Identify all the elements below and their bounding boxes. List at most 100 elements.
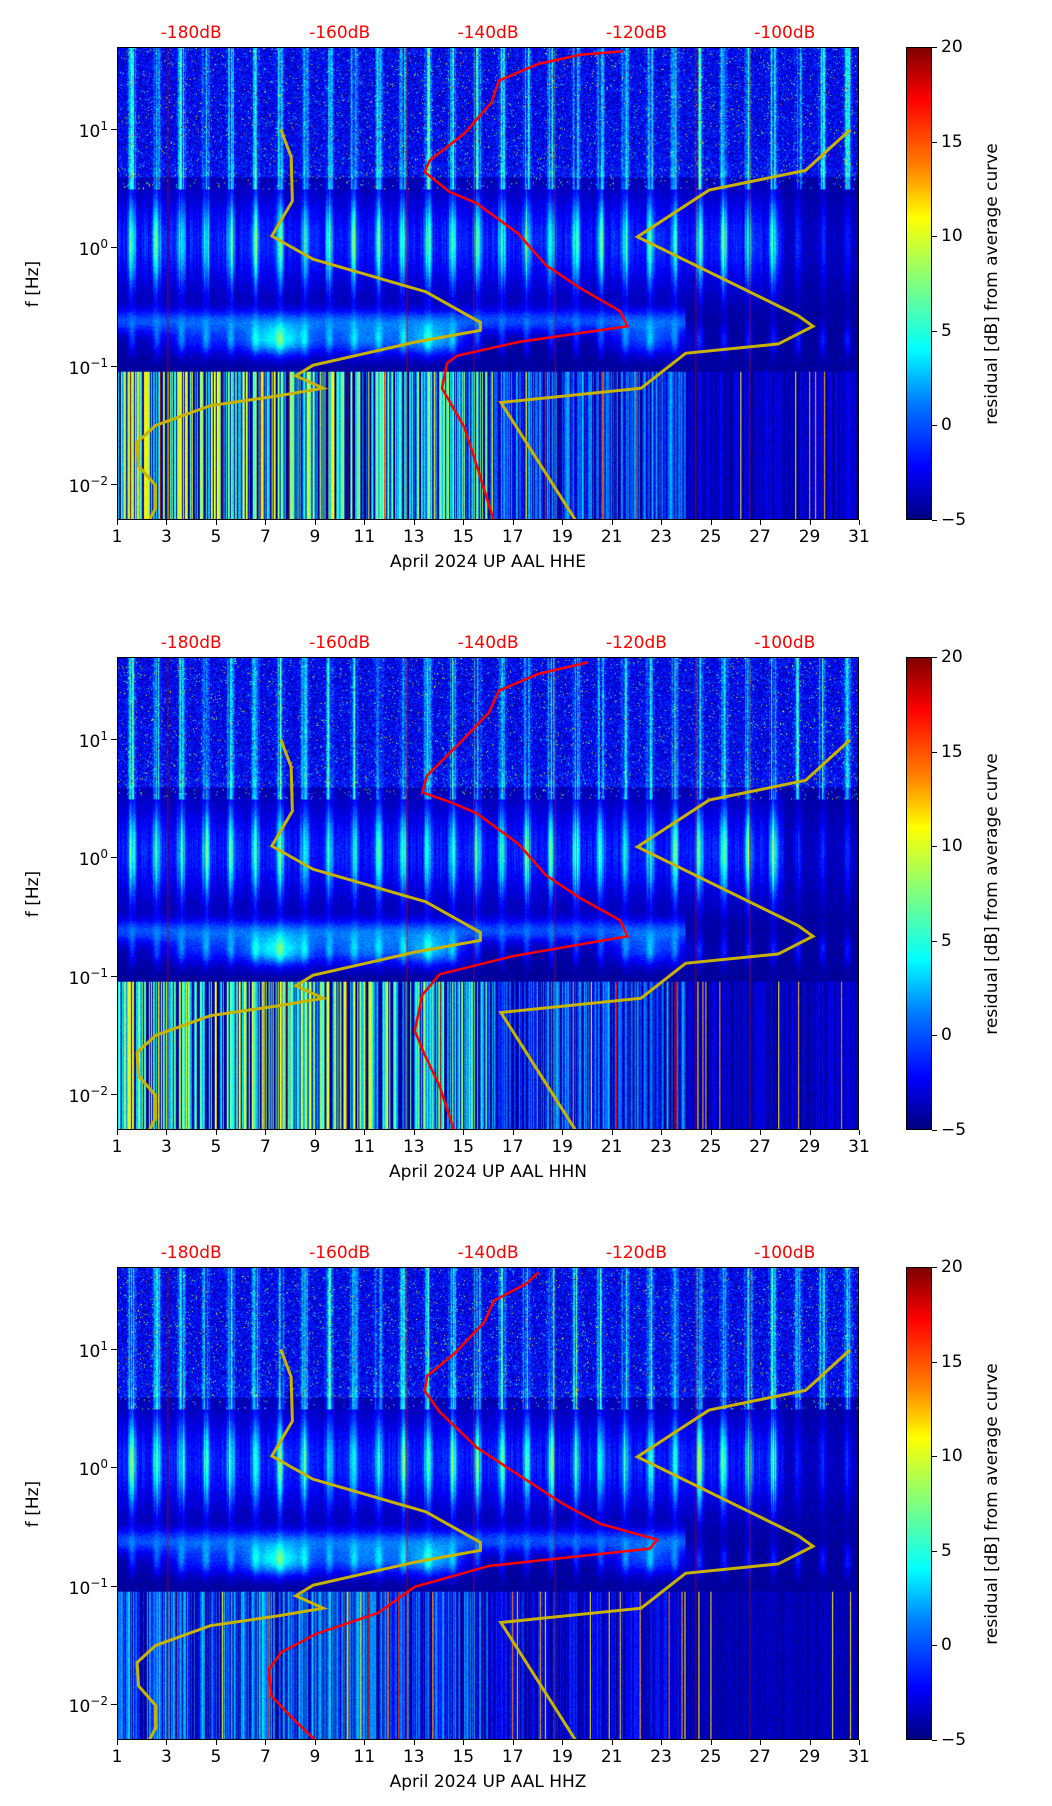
y-tick-label: 101 <box>78 118 108 142</box>
y-tick-mark <box>111 1585 117 1587</box>
colorbar-tick-mark <box>932 141 937 143</box>
x-tick-label: 31 <box>848 1137 870 1157</box>
x-tick-mark <box>859 1740 860 1745</box>
db-tick-label: -120dB <box>605 23 667 43</box>
x-tick-label: 7 <box>259 527 271 547</box>
colorbar-tick-label: −5 <box>941 510 967 530</box>
x-tick-label: 3 <box>161 1137 172 1157</box>
y-tick-mark <box>111 128 117 130</box>
x-tick-label: 29 <box>798 527 821 547</box>
colorbar-tick-label: 10 <box>941 226 963 247</box>
x-tick-mark <box>463 1130 465 1135</box>
db-tick-label: -120dB <box>605 633 667 653</box>
colorbar <box>906 1267 932 1740</box>
curve-overlay <box>135 661 852 1129</box>
colorbar-tick-label: 0 <box>941 1635 952 1656</box>
db-tick-label: -140dB <box>457 1243 519 1263</box>
x-tick-label: 3 <box>161 527 172 547</box>
x-tick-mark <box>413 1130 415 1135</box>
db-tick-label: -100dB <box>754 23 816 43</box>
x-tick-label: 15 <box>452 1137 475 1157</box>
x-tick-label: 21 <box>600 527 623 547</box>
colorbar-tick-mark <box>932 425 937 427</box>
x-tick-mark <box>809 1130 811 1135</box>
colorbar-tick-mark <box>932 846 937 848</box>
x-tick-mark <box>809 520 811 525</box>
x-tick-mark <box>364 520 366 525</box>
y-tick-mark <box>111 1704 117 1706</box>
spectrogram-plot <box>117 1267 859 1740</box>
x-tick-label: 25 <box>699 1137 722 1157</box>
x-tick-label: 19 <box>551 1137 574 1157</box>
x-tick-label: 9 <box>309 527 321 547</box>
db-tick-label: -160dB <box>309 1243 371 1263</box>
x-tick-mark <box>463 1740 465 1745</box>
x-tick-label: 23 <box>650 1747 672 1767</box>
average-psd-curve <box>423 50 630 519</box>
x-tick-mark <box>760 1740 762 1745</box>
x-tick-label: 1 <box>111 527 123 547</box>
colorbar-tick-label: 0 <box>941 415 952 436</box>
colorbar <box>906 47 932 520</box>
colorbar-tick-mark <box>932 1361 937 1363</box>
y-tick-mark <box>111 1094 117 1096</box>
colorbar-tick-label: 5 <box>941 1540 952 1561</box>
x-tick-label: 5 <box>210 1747 222 1767</box>
x-tick-mark <box>611 1740 613 1745</box>
x-tick-label: 19 <box>551 1747 574 1767</box>
x-tick-mark <box>413 1740 415 1745</box>
x-tick-label: 21 <box>600 1137 623 1157</box>
x-tick-label: 13 <box>402 527 425 547</box>
x-tick-mark <box>562 1740 564 1745</box>
x-tick-mark <box>859 1130 860 1135</box>
x-tick-mark <box>661 1130 663 1135</box>
colorbar-tick-label: 20 <box>941 1257 963 1277</box>
colorbar-tick-mark <box>932 1267 937 1268</box>
x-tick-mark <box>760 1130 762 1135</box>
x-tick-label: 11 <box>353 1137 376 1157</box>
colorbar-tick-mark <box>932 330 937 332</box>
x-axis-label: April 2024 UP AAL HHN <box>389 1162 587 1182</box>
x-tick-mark <box>215 1740 217 1745</box>
y-tick-label: 101 <box>78 1338 108 1362</box>
x-axis-label: April 2024 UP AAL HHZ <box>389 1772 587 1792</box>
x-tick-mark <box>166 520 168 525</box>
db-tick-label: -120dB <box>605 1243 667 1263</box>
spectrogram-plot <box>117 47 859 520</box>
colorbar-tick-mark <box>932 751 937 753</box>
x-tick-mark <box>265 520 267 525</box>
y-tick-label: 100 <box>78 1457 108 1481</box>
x-tick-label: 25 <box>699 1747 722 1767</box>
high-noise-model-curve <box>498 128 852 519</box>
x-tick-mark <box>562 520 564 525</box>
db-tick-label: -180dB <box>160 633 222 653</box>
x-axis-label: April 2024 UP AAL HHE <box>390 552 586 572</box>
x-tick-label: 1 <box>111 1137 123 1157</box>
colorbar-tick-mark <box>932 1130 937 1131</box>
x-tick-label: 3 <box>161 1747 172 1767</box>
y-tick-mark <box>111 247 117 249</box>
x-tick-label: 25 <box>699 527 722 547</box>
y-tick-label: 100 <box>78 237 108 261</box>
colorbar-tick-label: 5 <box>941 930 952 951</box>
y-tick-mark <box>111 484 117 486</box>
colorbar-tick-label: 5 <box>941 320 952 341</box>
db-tick-label: -160dB <box>309 23 371 43</box>
colorbar-tick-label: 20 <box>941 647 963 667</box>
colorbar-tick-label: 0 <box>941 1025 952 1046</box>
y-tick-label: 100 <box>78 847 108 871</box>
x-tick-label: 1 <box>111 1747 123 1767</box>
high-noise-model-curve <box>498 1348 852 1739</box>
colorbar-tick-label: 20 <box>941 37 963 57</box>
x-tick-mark <box>265 1130 267 1135</box>
x-tick-label: 17 <box>501 1747 524 1767</box>
x-tick-label: 5 <box>210 527 222 547</box>
x-tick-mark <box>314 520 316 525</box>
x-tick-mark <box>166 1740 168 1745</box>
colorbar-tick-mark <box>932 1645 937 1647</box>
x-tick-mark <box>364 1130 366 1135</box>
x-tick-label: 23 <box>650 1137 672 1157</box>
colorbar-tick-label: 10 <box>941 1446 963 1467</box>
